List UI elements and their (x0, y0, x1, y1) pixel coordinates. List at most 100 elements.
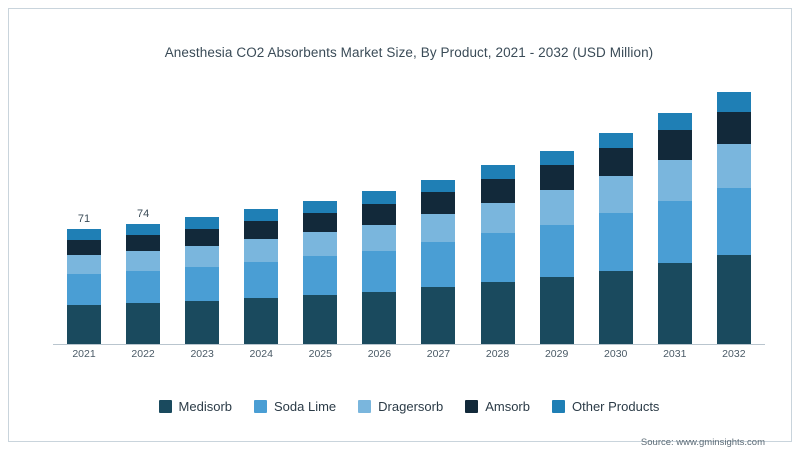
bar-segment[interactable] (480, 202, 515, 234)
bar-segment[interactable] (657, 130, 692, 161)
bar-segment[interactable] (480, 233, 515, 283)
bar-segment[interactable] (598, 175, 633, 214)
bar-group[interactable] (244, 79, 279, 344)
x-tick-label: 2025 (308, 348, 332, 360)
legend-item[interactable]: Other Products (552, 399, 659, 414)
bar-segment[interactable] (539, 190, 574, 225)
chart-frame: Anesthesia CO2 Absorbents Market Size, B… (8, 8, 792, 448)
bar-group[interactable]: 74 (126, 79, 161, 344)
bar-group[interactable] (421, 79, 456, 344)
bar-segment[interactable] (421, 287, 456, 344)
bar-segment[interactable] (244, 221, 279, 240)
bar-segment[interactable] (244, 261, 279, 299)
bar-segment[interactable] (67, 239, 101, 255)
x-tick-label: 2021 (72, 348, 96, 360)
x-tick-label: 2026 (367, 348, 392, 360)
bar-segment[interactable] (657, 262, 692, 344)
bar-segment[interactable] (185, 229, 220, 246)
bar-group[interactable] (716, 79, 751, 344)
bar-group[interactable] (362, 79, 397, 344)
legend-swatch-icon (358, 400, 372, 413)
bar-segment[interactable] (244, 239, 279, 262)
bar-segment[interactable] (185, 266, 220, 301)
x-tick-label: 2023 (190, 348, 214, 360)
x-tick-label: 2024 (249, 348, 273, 360)
bar-segment[interactable] (185, 300, 220, 344)
bar-segment[interactable] (716, 254, 751, 344)
bar-segment[interactable] (126, 303, 161, 344)
bar-segment[interactable] (657, 200, 692, 263)
bar-group[interactable] (598, 79, 633, 344)
bar-segment[interactable] (657, 160, 692, 201)
bar-segment[interactable] (480, 179, 515, 203)
bar-group[interactable] (185, 79, 220, 344)
legend-label: Medisorb (178, 399, 233, 414)
legend-item[interactable]: Amsorb (465, 399, 530, 414)
bar-segment[interactable] (244, 209, 279, 222)
bar-segment[interactable] (67, 304, 101, 344)
bar-segment[interactable] (480, 165, 515, 180)
legend-swatch-icon (465, 400, 479, 413)
x-tick-label: 2032 (722, 348, 746, 360)
bar-segment[interactable] (303, 231, 338, 257)
chart-legend: Medisorb Soda Lime Dragersorb Amsorb Other P… (9, 399, 800, 414)
bar-segment[interactable] (539, 224, 574, 278)
bar-group[interactable] (480, 79, 515, 344)
legend-label: Other Products (572, 399, 660, 414)
bar-segment[interactable] (657, 113, 692, 131)
bar-segment[interactable] (67, 254, 101, 275)
bar-segment[interactable] (421, 213, 456, 243)
bar-segment[interactable] (421, 179, 456, 193)
bar-group[interactable] (539, 79, 574, 344)
bar-segment[interactable] (362, 204, 397, 225)
bar-group[interactable] (657, 79, 692, 344)
legend-swatch-icon (158, 400, 172, 413)
bar-value-label: 74 (136, 207, 150, 220)
bar-segment[interactable] (421, 242, 456, 288)
bar-segment[interactable] (598, 132, 633, 149)
bar-segment[interactable] (126, 250, 161, 271)
legend-swatch-icon (552, 400, 565, 413)
x-tick-label: 2030 (604, 348, 628, 360)
bar-segment[interactable] (716, 144, 751, 188)
bar-group[interactable] (303, 79, 338, 344)
bar-segment[interactable] (716, 111, 751, 145)
legend-label: Soda Lime (274, 399, 337, 414)
source-note: Source: www.gminsights.com (640, 437, 765, 448)
bar-segment[interactable] (539, 150, 574, 166)
x-tick-label: 2022 (131, 348, 155, 360)
bar-segment[interactable] (421, 192, 456, 214)
bar-segment[interactable] (303, 200, 338, 214)
legend-item[interactable]: Soda Lime (254, 399, 336, 414)
bar-segment[interactable] (362, 250, 397, 292)
bar-segment[interactable] (716, 92, 751, 112)
bar-segment[interactable] (126, 223, 161, 236)
bar-segment[interactable] (185, 217, 220, 230)
bar-segment[interactable] (598, 270, 633, 344)
bar-segment[interactable] (598, 213, 633, 271)
bar-segment[interactable] (303, 213, 338, 232)
bar-segment[interactable] (185, 245, 220, 267)
bar-segment[interactable] (716, 187, 751, 255)
legend-item[interactable]: Medisorb (158, 399, 233, 414)
bar-segment[interactable] (539, 165, 574, 191)
legend-item[interactable]: Dragersorb (358, 399, 443, 414)
plot-area: 71 74 (53, 79, 765, 344)
bar-segment[interactable] (303, 256, 338, 296)
x-tick-label: 2027 (426, 348, 451, 360)
bar-segment[interactable] (244, 298, 279, 344)
bar-segment[interactable] (362, 224, 397, 251)
bar-segment[interactable] (362, 191, 397, 205)
bar-group[interactable]: 71 (67, 79, 101, 344)
bar-segment[interactable] (480, 282, 515, 344)
bar-segment[interactable] (362, 291, 397, 344)
bar-segment[interactable] (539, 277, 574, 344)
bar-value-label: 71 (77, 212, 91, 225)
bar-segment[interactable] (303, 295, 338, 344)
bar-segment[interactable] (126, 235, 161, 251)
bar-segment[interactable] (598, 148, 633, 176)
bar-segment[interactable] (67, 228, 101, 240)
bar-segment[interactable] (126, 270, 161, 304)
bar-segment[interactable] (67, 274, 101, 305)
bar-series-container: 71 74 (53, 79, 765, 344)
